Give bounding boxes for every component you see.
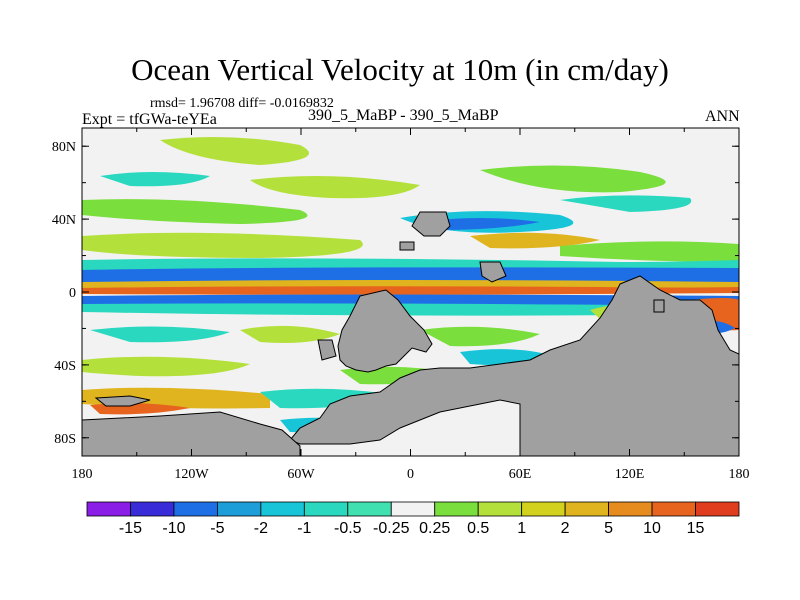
plot-title: Ocean Vertical Velocity at 10m (in cm/da… (131, 52, 669, 87)
land-polygon (411, 211, 451, 237)
x-tick-label: 120W (174, 467, 209, 482)
y-tick-label: 80S (54, 432, 76, 447)
field-patch (240, 325, 340, 343)
field-patch (82, 232, 363, 258)
colorbar-swatch (608, 501, 653, 517)
experiment-label: Expt = tfGWa-teYEa (82, 111, 217, 128)
colorbar-swatch (347, 501, 392, 517)
stats-text: rmsd= 1.96708 diff= -0.0169832 (150, 96, 334, 111)
field-patch (420, 218, 540, 230)
field-patch (160, 136, 309, 165)
field-patch (82, 267, 739, 284)
land-polygon (94, 395, 151, 407)
colorbar-label: -0.5 (334, 520, 362, 537)
colorbar-label: -2 (254, 520, 268, 537)
x-tick-label: 60E (509, 467, 532, 482)
field-patch (470, 232, 600, 249)
axis-ticks: 80N 40N 0 40S 80S 180 120W 60W 0 60E 120E 180 (52, 128, 750, 482)
colorbar-swatch (130, 501, 175, 517)
colorbar-swatch (86, 501, 131, 517)
y-tick-label: 0 (69, 286, 76, 301)
land-mask (82, 211, 739, 456)
land-polygon (337, 289, 433, 373)
colorbar: -15 -10 -5 -2 -1 -0.5 -0.25 0.25 0.5 1 2 5 10 15 (86, 501, 740, 537)
x-tick-label: 0 (407, 467, 414, 482)
colorbar-swatch (651, 501, 696, 517)
velocity-field (82, 128, 739, 456)
colorbar-label: 2 (561, 520, 570, 537)
season-label: ANN (705, 108, 740, 125)
colorbar-label: -0.25 (373, 520, 410, 537)
colorbar-label: -10 (162, 520, 185, 537)
land-polygon (82, 411, 301, 456)
colorbar-label: -1 (297, 520, 311, 537)
colorbar-swatch (173, 501, 218, 517)
colorbar-label: 15 (687, 520, 705, 537)
y-tick-label: 80N (52, 140, 76, 155)
colorbar-swatch (564, 501, 610, 517)
y-tick-label: 40S (54, 359, 76, 374)
x-tick-label: 180 (72, 467, 93, 482)
colorbar-label: -5 (210, 520, 224, 537)
field-patch (82, 286, 739, 295)
colorbar-swatch (260, 501, 305, 517)
field-patch (250, 176, 420, 199)
land-polygon (289, 275, 739, 456)
x-tick-label: 60W (287, 467, 315, 482)
field-patch (100, 172, 210, 187)
colorbar-label: 1 (517, 520, 526, 537)
colorbar-swatch (390, 501, 436, 517)
field-patch (82, 356, 250, 377)
center-label: 390_5_MaBP - 390_5_MaBP (308, 107, 499, 124)
land-polygon (479, 261, 507, 283)
colorbar-label: 0.25 (419, 520, 450, 537)
land-polygon (653, 299, 665, 313)
x-tick-label: 120E (615, 467, 645, 482)
land-polygon (399, 241, 415, 251)
field-patch (480, 165, 666, 193)
x-tick-label: 180 (729, 467, 750, 482)
colorbar-swatch (695, 501, 740, 517)
colorbar-label: -15 (119, 520, 142, 537)
field-patch (420, 326, 540, 347)
colorbar-swatch (303, 501, 349, 517)
field-patch (82, 303, 739, 316)
colorbar-label: 10 (643, 520, 661, 537)
colorbar-swatch (521, 501, 566, 517)
field-patch (560, 241, 739, 262)
land-polygon (317, 339, 337, 361)
field-patch (82, 294, 739, 306)
field-patch (560, 195, 692, 212)
colorbar-swatch (477, 501, 523, 517)
colorbar-label: 0.5 (467, 520, 489, 537)
colorbar-swatch (216, 501, 262, 517)
field-patch (82, 199, 308, 224)
field-patch (90, 326, 230, 343)
colorbar-swatch (434, 501, 479, 517)
colorbar-label: 5 (604, 520, 613, 537)
y-tick-label: 40N (52, 213, 76, 228)
